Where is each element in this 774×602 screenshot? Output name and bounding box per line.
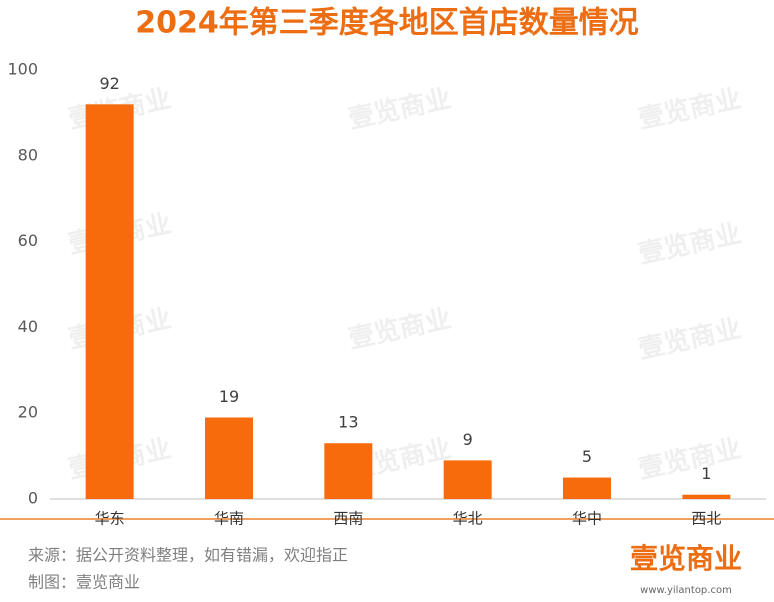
x-tick-label: 华中 [572, 510, 602, 528]
y-tick-label: 0 [28, 489, 38, 508]
website: www.yilantop.com [640, 585, 732, 596]
value-label: 5 [582, 447, 592, 466]
y-tick-label: 60 [18, 231, 38, 250]
bar [682, 494, 731, 499]
bar [563, 477, 611, 499]
y-tick-label: 80 [18, 145, 38, 164]
x-tick-label: 西南 [333, 510, 363, 528]
chart-title: 2024年第三季度各地区首店数量情况 [135, 6, 639, 41]
logo: 壹览商业 [630, 542, 742, 575]
bar [324, 443, 373, 499]
credit-note: 制图：壹览商业 [28, 573, 140, 592]
y-tick-label: 20 [18, 403, 38, 422]
value-label: 13 [338, 413, 358, 432]
value-label: 9 [463, 430, 473, 449]
bar [85, 104, 134, 499]
bar [443, 460, 492, 499]
value-label: 19 [219, 387, 239, 406]
bar [205, 417, 253, 499]
value-label: 1 [701, 464, 711, 483]
y-tick-label: 40 [18, 317, 38, 336]
x-tick-label: 西北 [691, 510, 721, 528]
source-note: 来源：据公开资料整理，如有错漏，欢迎指正 [28, 546, 348, 565]
x-tick-label: 华南 [214, 510, 244, 528]
x-tick-label: 华东 [95, 510, 125, 528]
y-tick-label: 100 [7, 60, 38, 79]
x-tick-label: 华北 [453, 510, 483, 528]
value-label: 92 [99, 74, 119, 93]
